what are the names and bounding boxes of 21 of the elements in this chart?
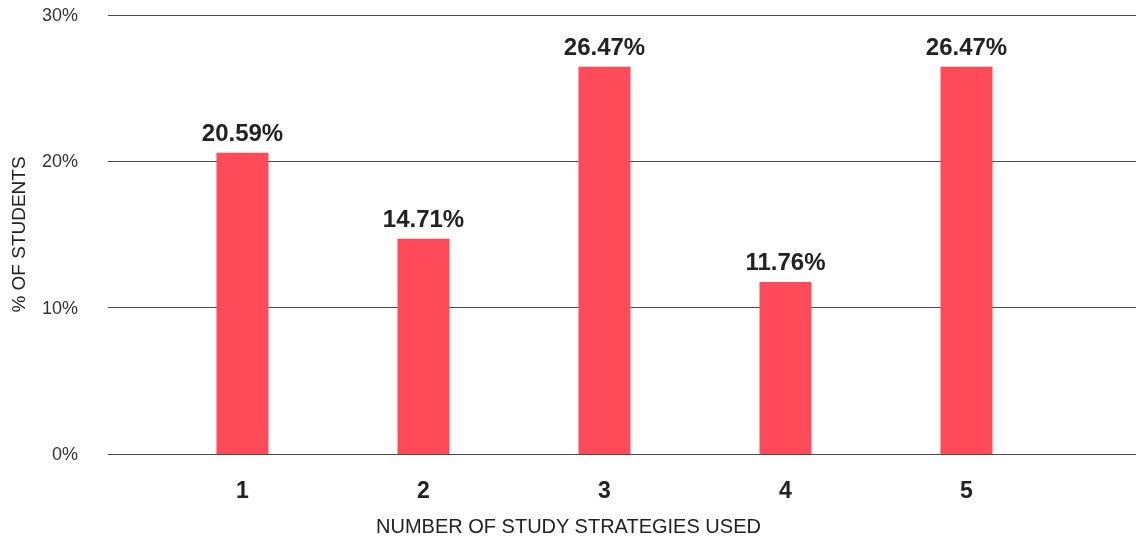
bar: [759, 281, 812, 454]
data-label: 11.76%: [745, 248, 826, 276]
y-tick-label: 0%: [51, 444, 78, 464]
data-label: 26.47%: [925, 33, 1008, 61]
data-label: 20.59%: [201, 119, 284, 147]
x-axis-title: NUMBER OF STUDY STRATEGIES USED: [376, 515, 761, 537]
x-tick-label: 5: [960, 476, 974, 503]
bar: [578, 66, 631, 454]
x-tick-label: 2: [417, 476, 430, 503]
x-tick-label: 1: [236, 476, 250, 503]
y-tick-label: 30%: [41, 5, 78, 25]
bar: [940, 66, 993, 454]
y-tick-label: 10%: [41, 297, 78, 318]
x-tick-label: 3: [598, 476, 611, 503]
bar: [216, 152, 269, 454]
y-tick-label: 20%: [41, 151, 78, 172]
y-axis-title: % OF STUDENTS: [8, 156, 29, 313]
data-label: 14.71%: [382, 205, 465, 233]
bar: [397, 238, 450, 454]
data-label: 26.47%: [563, 33, 646, 61]
x-tick-label: 4: [779, 476, 793, 503]
